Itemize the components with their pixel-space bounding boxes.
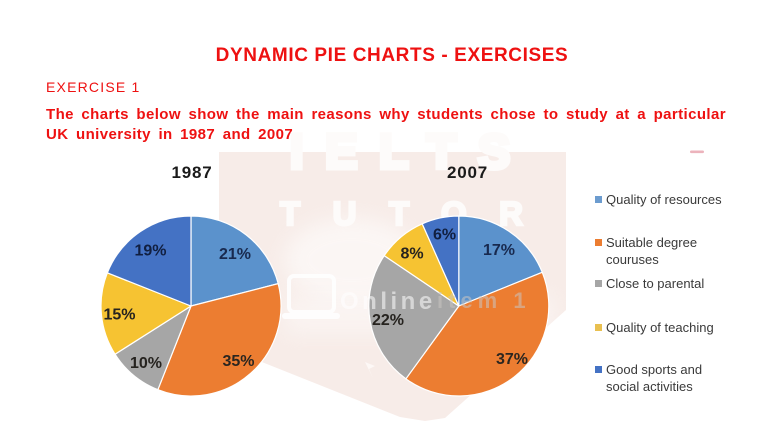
svg-text:35%: 35% — [222, 353, 254, 370]
svg-text:19%: 19% — [134, 243, 166, 260]
svg-text:15%: 15% — [103, 307, 135, 324]
svg-text:21%: 21% — [219, 246, 251, 263]
svg-text:10%: 10% — [130, 355, 162, 372]
svg-text:item 1: item 1 — [437, 288, 531, 313]
svg-text:37%: 37% — [496, 351, 528, 368]
svg-text:1987: 1987 — [171, 163, 212, 182]
svg-text:22%: 22% — [372, 312, 404, 329]
svg-text:8%: 8% — [400, 246, 423, 263]
svg-text:17%: 17% — [483, 242, 515, 259]
svg-text:2007: 2007 — [447, 163, 488, 182]
svg-text:6%: 6% — [433, 227, 456, 244]
svg-text:Online: Online — [340, 288, 436, 315]
